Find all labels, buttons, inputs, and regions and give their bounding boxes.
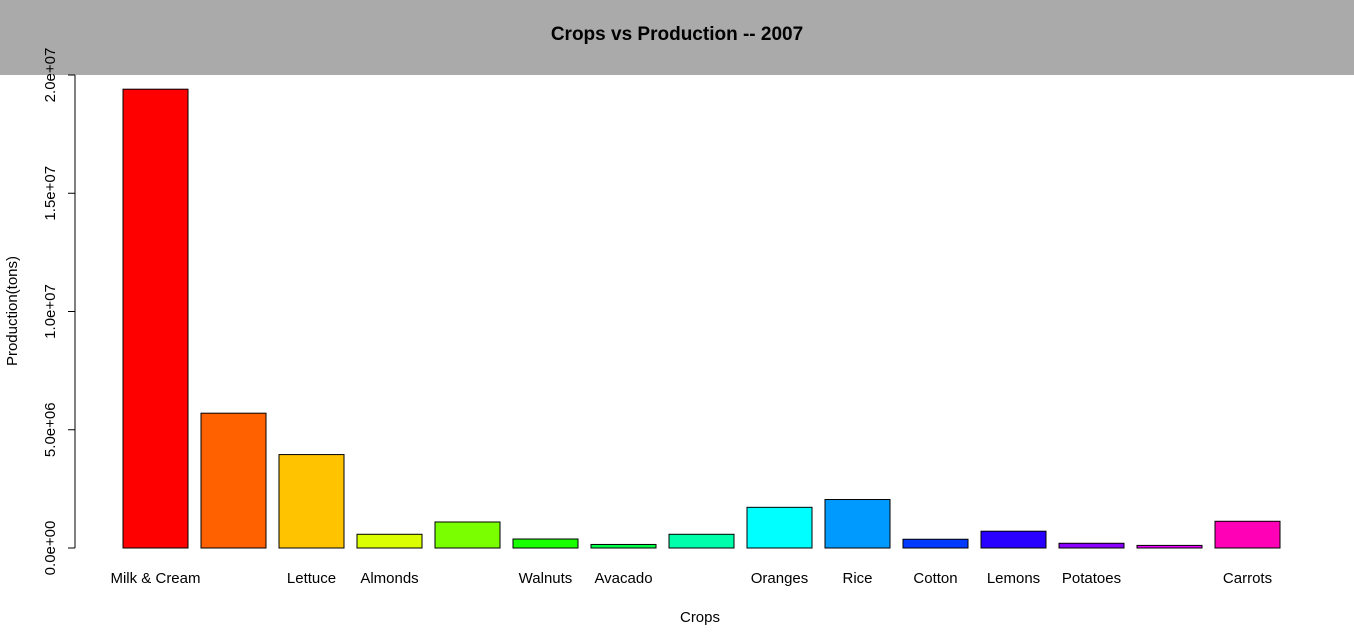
- x-axis-title: Crops: [680, 609, 720, 626]
- x-category-label: Walnuts: [519, 570, 573, 587]
- x-category-label: Avacado: [594, 570, 652, 587]
- x-category-label: Rice: [842, 570, 872, 587]
- bar: [902, 538, 969, 549]
- bar: [1058, 542, 1125, 549]
- bar: [590, 543, 657, 549]
- bar: [824, 499, 891, 549]
- x-category-label: Oranges: [751, 570, 809, 587]
- y-tick-label: 1.5e+07: [42, 166, 59, 221]
- bar: [122, 88, 189, 549]
- y-tick-label: 1.0e+07: [42, 284, 59, 339]
- y-tick-label: 0.0e+00: [42, 521, 59, 576]
- bar: [512, 538, 579, 549]
- bar: [356, 533, 423, 549]
- x-category-label: Lettuce: [287, 570, 336, 587]
- bar: [1136, 544, 1203, 549]
- y-axis: 0.0e+00 5.0e+06 1.0e+07 1.5e+07 2.0e+07: [42, 48, 76, 576]
- x-category-label: Potatoes: [1062, 570, 1121, 587]
- bar: [746, 506, 813, 549]
- bar: [200, 412, 267, 549]
- x-axis-labels: Milk & Cream Lettuce Almonds Walnuts Avacado…: [110, 570, 1272, 587]
- x-category-label: Lemons: [987, 570, 1040, 587]
- bar: [278, 454, 345, 549]
- title-band: [0, 0, 1354, 75]
- bar: [434, 521, 501, 549]
- x-category-label: Milk & Cream: [110, 570, 200, 587]
- x-category-label: Almonds: [360, 570, 418, 587]
- bars: [122, 88, 1281, 549]
- chart-title: Crops vs Production -- 2007: [550, 24, 804, 45]
- bar: [668, 533, 735, 549]
- x-category-label: Cotton: [913, 570, 957, 587]
- bar: [1214, 520, 1281, 549]
- y-tick-label: 5.0e+06: [42, 402, 59, 457]
- y-axis-title: Production(tons): [4, 256, 21, 366]
- x-category-label: Carrots: [1223, 570, 1272, 587]
- y-tick-label: 2.0e+07: [42, 48, 59, 103]
- bar: [980, 530, 1047, 549]
